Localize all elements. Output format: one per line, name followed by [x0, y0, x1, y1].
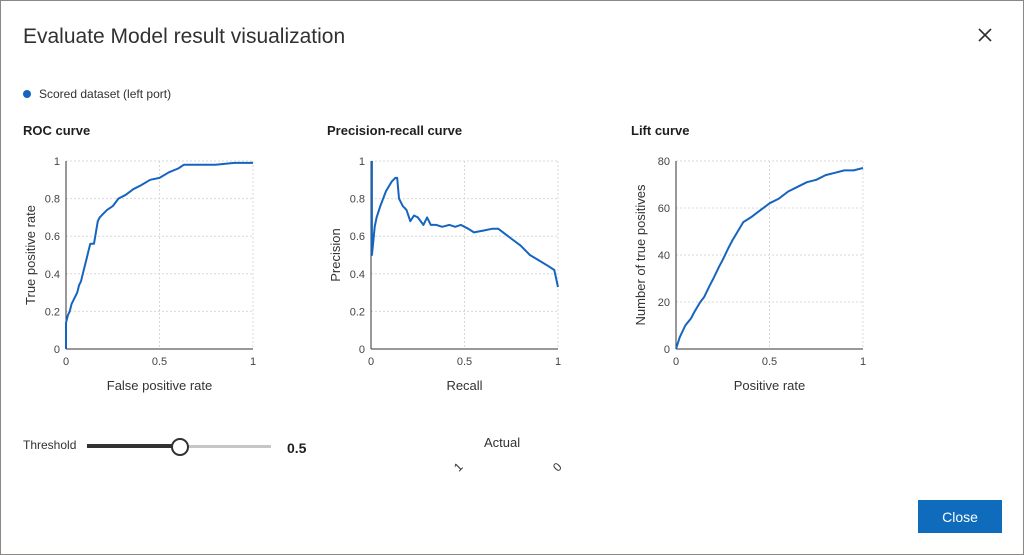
confusion-actual-label: Actual [484, 435, 521, 450]
x-tick-label: 0.5 [762, 356, 777, 368]
roc-chart-title: ROC curve [23, 123, 91, 138]
x-tick-label: 0.5 [152, 356, 167, 368]
dialog-title: Evaluate Model result visualization [23, 25, 346, 48]
confusion-tick-0: 0 [550, 459, 565, 475]
legend-dot-icon [23, 90, 31, 98]
y-tick-label: 0.8 [45, 194, 60, 206]
slider-fill [87, 444, 179, 448]
x-axis-label: Recall [446, 378, 482, 393]
y-tick-label: 0.8 [350, 194, 365, 206]
roc-chart: 0 0.2 0.4 0.6 0.8 1 0 0.5 1 False positive rate Tr… [23, 156, 256, 393]
y-tick-label: 80 [658, 156, 670, 168]
y-tick-label: 0.2 [350, 306, 365, 318]
x-tick-label: 0 [368, 356, 374, 368]
close-button[interactable]: Close [918, 500, 1002, 533]
y-tick-label: 0.4 [350, 269, 365, 281]
threshold-label: Threshold [23, 438, 77, 452]
y-tick-label: 1 [359, 156, 365, 168]
y-tick-label: 20 [658, 297, 670, 309]
y-axis-label: True positive rate [23, 205, 38, 305]
legend[interactable]: Scored dataset (left port) [23, 87, 171, 101]
x-tick-label: 0.5 [457, 356, 472, 368]
x-tick-label: 1 [555, 356, 561, 368]
close-icon[interactable] [975, 25, 995, 45]
y-tick-label: 40 [658, 250, 670, 262]
threshold-value: 0.5 [287, 440, 307, 456]
series-line [675, 167, 864, 350]
slider-thumb[interactable] [171, 438, 189, 456]
y-axis-label: Number of true positives [633, 184, 648, 325]
y-axis-label: Precision [328, 228, 343, 281]
series-line [370, 161, 559, 288]
y-tick-label: 0.6 [45, 231, 60, 243]
y-tick-label: 0.4 [45, 269, 60, 281]
y-tick-label: 1 [54, 156, 60, 168]
y-tick-label: 0 [359, 344, 365, 356]
threshold-slider[interactable] [87, 437, 271, 457]
x-tick-label: 1 [860, 356, 866, 368]
x-axis-label: False positive rate [107, 378, 213, 393]
confusion-tick-1: 1 [451, 459, 466, 475]
precision-recall-chart: 0 0.2 0.4 0.6 0.8 1 0 0.5 1 Recall Precision [328, 156, 561, 393]
pr-chart-title: Precision-recall curve [327, 123, 463, 138]
lift-chart-title: Lift curve [631, 123, 690, 138]
series-line [65, 161, 253, 349]
x-tick-label: 0 [673, 356, 679, 368]
y-tick-label: 0 [54, 344, 60, 356]
y-tick-label: 0.2 [45, 306, 60, 318]
lift-chart: 0 20 40 60 80 0 0.5 1 Positive rate Number of tru… [633, 156, 866, 393]
y-tick-label: 0.6 [350, 231, 365, 243]
y-tick-label: 0 [664, 344, 670, 356]
legend-label: Scored dataset (left port) [39, 87, 172, 101]
x-tick-label: 1 [250, 356, 256, 368]
x-axis-label: Positive rate [734, 378, 806, 393]
x-tick-label: 0 [63, 356, 69, 368]
y-tick-label: 60 [658, 203, 670, 215]
